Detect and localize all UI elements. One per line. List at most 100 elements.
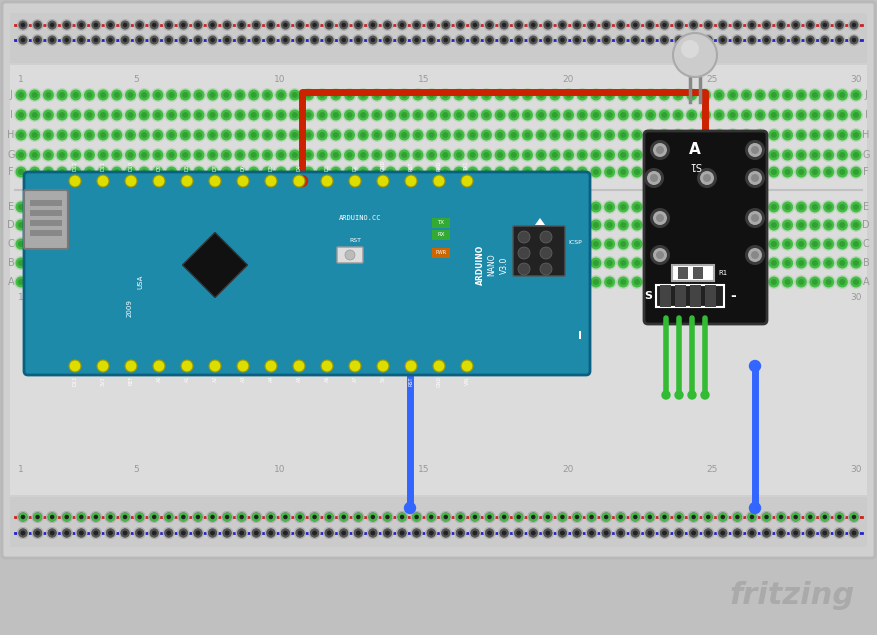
- Circle shape: [744, 152, 750, 158]
- Circle shape: [237, 528, 246, 537]
- Circle shape: [575, 256, 589, 270]
- Circle shape: [794, 37, 798, 43]
- Circle shape: [94, 531, 98, 535]
- Circle shape: [119, 19, 131, 31]
- Circle shape: [353, 527, 364, 539]
- Text: RST: RST: [409, 376, 413, 385]
- Circle shape: [574, 515, 579, 519]
- Circle shape: [497, 241, 503, 247]
- Circle shape: [721, 531, 725, 535]
- Circle shape: [513, 19, 524, 31]
- Circle shape: [645, 220, 656, 231]
- Circle shape: [70, 220, 82, 231]
- Circle shape: [480, 200, 494, 214]
- Circle shape: [442, 152, 448, 158]
- Circle shape: [798, 260, 804, 266]
- Circle shape: [29, 201, 40, 213]
- Circle shape: [681, 40, 699, 58]
- Circle shape: [702, 112, 709, 118]
- Circle shape: [268, 515, 273, 519]
- Circle shape: [493, 200, 507, 214]
- Text: NANO: NANO: [488, 254, 496, 276]
- Circle shape: [785, 204, 790, 210]
- Circle shape: [589, 165, 602, 179]
- Circle shape: [618, 515, 623, 519]
- Circle shape: [264, 112, 270, 118]
- Circle shape: [182, 132, 189, 138]
- Circle shape: [617, 512, 625, 521]
- Circle shape: [768, 130, 780, 140]
- Circle shape: [648, 152, 653, 158]
- Circle shape: [100, 222, 106, 228]
- Circle shape: [400, 37, 404, 43]
- Circle shape: [47, 512, 57, 521]
- Circle shape: [17, 527, 29, 539]
- Circle shape: [155, 152, 160, 158]
- Circle shape: [661, 112, 667, 118]
- Circle shape: [467, 90, 478, 100]
- Circle shape: [315, 88, 329, 102]
- Circle shape: [323, 511, 335, 523]
- Circle shape: [617, 218, 631, 232]
- Circle shape: [360, 260, 367, 266]
- Circle shape: [16, 149, 26, 161]
- Circle shape: [84, 109, 95, 121]
- Circle shape: [835, 165, 849, 179]
- Circle shape: [237, 512, 246, 521]
- Circle shape: [744, 260, 750, 266]
- Circle shape: [412, 258, 424, 269]
- Circle shape: [385, 90, 396, 100]
- Circle shape: [470, 20, 480, 29]
- Circle shape: [549, 130, 560, 140]
- Circle shape: [29, 109, 40, 121]
- Circle shape: [381, 19, 394, 31]
- Circle shape: [456, 112, 462, 118]
- Circle shape: [674, 36, 683, 44]
- Circle shape: [730, 222, 736, 228]
- Circle shape: [760, 34, 773, 46]
- Circle shape: [111, 201, 122, 213]
- Text: B: B: [8, 258, 14, 268]
- Circle shape: [618, 531, 623, 535]
- Circle shape: [775, 527, 787, 539]
- Circle shape: [371, 239, 382, 250]
- Circle shape: [207, 220, 218, 231]
- Circle shape: [781, 256, 795, 270]
- Circle shape: [137, 88, 151, 102]
- Circle shape: [653, 211, 667, 225]
- Circle shape: [280, 19, 291, 31]
- Circle shape: [14, 88, 28, 102]
- Circle shape: [388, 279, 394, 285]
- Circle shape: [456, 241, 462, 247]
- Circle shape: [798, 112, 804, 118]
- Circle shape: [56, 239, 68, 250]
- Circle shape: [371, 201, 382, 213]
- Circle shape: [207, 201, 218, 213]
- Circle shape: [634, 169, 640, 175]
- Circle shape: [760, 527, 773, 539]
- Circle shape: [360, 112, 367, 118]
- Circle shape: [819, 19, 831, 31]
- Circle shape: [775, 19, 787, 31]
- Circle shape: [399, 166, 410, 178]
- Circle shape: [139, 90, 150, 100]
- Circle shape: [441, 20, 450, 29]
- Circle shape: [538, 222, 544, 228]
- Circle shape: [79, 531, 83, 535]
- Circle shape: [524, 260, 531, 266]
- Circle shape: [16, 109, 26, 121]
- Circle shape: [221, 527, 233, 539]
- Circle shape: [851, 220, 861, 231]
- Circle shape: [429, 241, 435, 247]
- Circle shape: [32, 527, 44, 539]
- Circle shape: [410, 511, 423, 523]
- Circle shape: [480, 237, 494, 251]
- Circle shape: [180, 201, 191, 213]
- Circle shape: [223, 20, 232, 29]
- Circle shape: [329, 88, 343, 102]
- Circle shape: [32, 222, 38, 228]
- Circle shape: [250, 511, 262, 523]
- Circle shape: [579, 152, 585, 158]
- Circle shape: [100, 260, 106, 266]
- Circle shape: [717, 279, 722, 285]
